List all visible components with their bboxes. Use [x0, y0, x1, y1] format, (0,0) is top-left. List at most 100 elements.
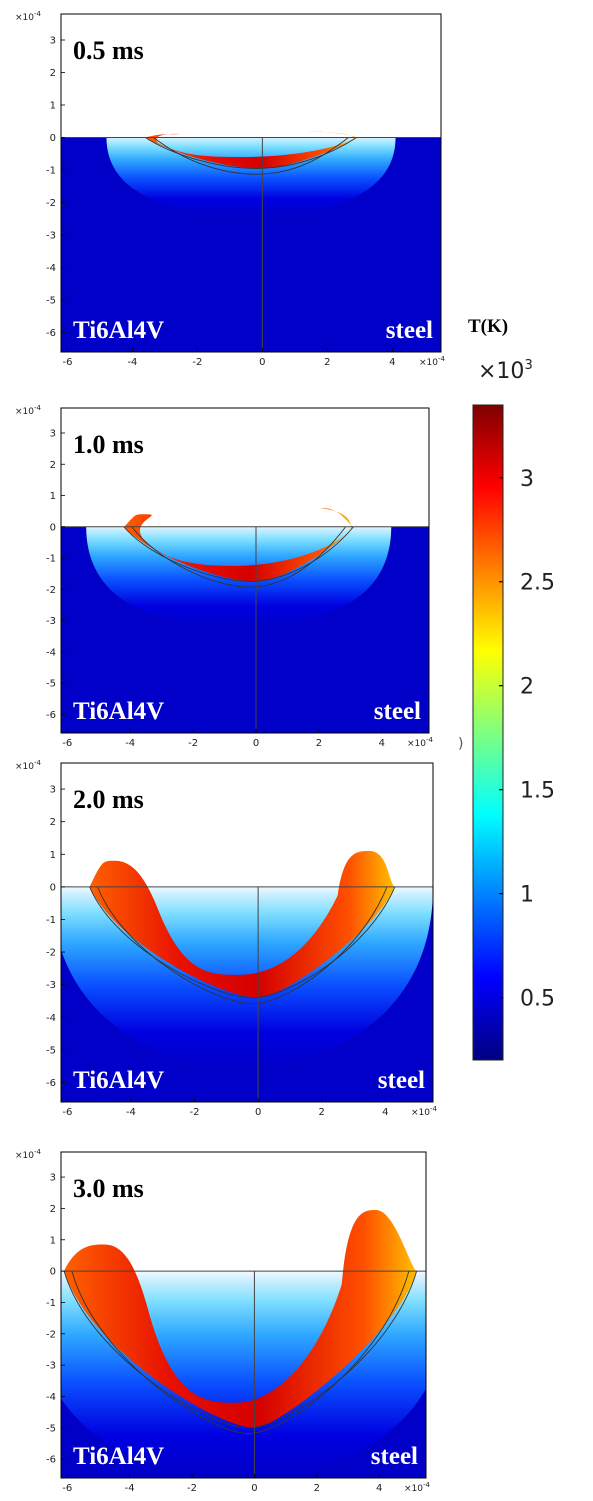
contour-line: [97, 886, 388, 1005]
y-tick-label: 0: [50, 882, 56, 893]
y-tick-label: -5: [46, 1423, 56, 1434]
time-label: 2.0 ms: [73, 785, 144, 814]
y-tick-label: -5: [46, 1045, 56, 1056]
colorbar-tick-label: 2: [520, 675, 534, 700]
x-tick-label: -6: [62, 738, 72, 749]
axes-frame: [60, 1151, 427, 1479]
colorbar-multiplier: ×103: [478, 358, 533, 384]
y-tick-label: 2: [50, 817, 56, 828]
y-tick-label: 3: [50, 429, 56, 440]
y-tick-label: -6: [46, 1078, 56, 1089]
y-exponent-label: ×10-4: [15, 1148, 42, 1161]
y-tick-label: 1: [50, 491, 56, 502]
x-tick-label: -6: [63, 357, 73, 368]
panel-2: 3 2 1 0 -1 -2 -3 -4 -5 -6 -6 -4 -2 0 2 4 ×10-4 ×10-4 1.0 m…: [15, 404, 434, 749]
y-tick-label: -3: [46, 616, 56, 627]
y-tick-label: -1: [46, 915, 56, 926]
plot-area: [61, 1209, 426, 1478]
contour-line: [123, 526, 354, 582]
panel-group: 3 2 1 0 -1 -2 -3 -4 -5 -6 -6 -4 -2 0 2 4 ×10-4 ×10-4 0.5 m…: [15, 10, 446, 1494]
y-tick-label: -1: [46, 166, 56, 177]
y-tick-label: -2: [46, 198, 56, 209]
colorbar-tick-label: 1.5: [520, 779, 555, 804]
axes-frame: [60, 13, 442, 353]
x-tick-label: 0: [255, 1107, 261, 1118]
x-tick-label: 2: [314, 1483, 320, 1494]
material-label-left: Ti6Al4V: [73, 1067, 164, 1094]
panel-3: 3 2 1 0 -1 -2 -3 -4 -5 -6 -6 -4 -2 0 2 4 ×10-4 ×10-4 2.0 m…: [15, 759, 438, 1118]
y-tick-label: 2: [50, 1204, 56, 1215]
x-tick-label: -4: [125, 738, 135, 749]
y-tick-label: 1: [50, 101, 56, 112]
y-exponent-power: -4: [34, 1148, 42, 1156]
panel-4: 3 2 1 0 -1 -2 -3 -4 -5 -6 -6 -4 -2 0 2 4 ×10-4 ×10-4 3.0 m…: [15, 1148, 431, 1494]
colorbar-tick-label: 2.5: [520, 571, 555, 596]
plot-area: [61, 508, 429, 733]
y-tick-label: 0: [50, 1267, 56, 1278]
x-tick-label: -2: [187, 1483, 197, 1494]
y-tick-label: -4: [46, 1392, 56, 1403]
material-label-right: steel: [371, 1443, 418, 1470]
y-tick-label: -3: [46, 980, 56, 991]
axes-frame: [60, 762, 434, 1103]
colorbar-gradient: [472, 404, 504, 1061]
contour-line: [63, 1270, 418, 1429]
contour-line: [71, 1270, 410, 1434]
x-tick-label: 4: [389, 357, 395, 368]
x-tick-label: -2: [188, 738, 198, 749]
y-tick-label: -6: [46, 328, 56, 339]
x-tick-label: 4: [382, 1107, 388, 1118]
x-tick-label: -2: [192, 357, 202, 368]
x-tick-label: 2: [316, 738, 322, 749]
y-tick-label: -4: [46, 263, 56, 274]
x-exponent-power: -4: [438, 355, 446, 363]
x-tick-label: -4: [127, 357, 137, 368]
x-tick-label: 0: [253, 738, 259, 749]
y-tick-label: -6: [46, 710, 56, 721]
y-exponent-label: ×10-4: [15, 759, 42, 772]
y-tick-label: -3: [46, 231, 56, 242]
contour-line: [153, 137, 349, 175]
melt-region: [145, 131, 357, 169]
y-tick-label: 2: [50, 68, 56, 79]
x-tick-label: 0: [251, 1483, 257, 1494]
x-tick-label: 2: [324, 357, 330, 368]
colorbar-title: T(K): [468, 316, 508, 337]
y-tick-label: -4: [46, 647, 56, 658]
x-exponent-label: ×10-4: [419, 355, 446, 368]
y-tick-label: 3: [50, 785, 56, 796]
colorbar-tick-label: 1: [520, 883, 534, 908]
time-label: 1.0 ms: [73, 430, 144, 459]
y-tick-label: -3: [46, 1361, 56, 1372]
panel-1: 3 2 1 0 -1 -2 -3 -4 -5 -6 -6 -4 -2 0 2 4 ×10-4 ×10-4 0.5 m…: [15, 10, 446, 368]
y-tick-label: 3: [50, 1173, 56, 1184]
material-label-right: steel: [374, 698, 421, 725]
material-label-left: Ti6Al4V: [73, 1443, 164, 1470]
x-tick-label: 2: [319, 1107, 325, 1118]
y-tick-label: 1: [50, 1235, 56, 1246]
y-tick-label: -6: [46, 1455, 56, 1466]
y-tick-label: -5: [46, 296, 56, 307]
x-tick-label: -2: [190, 1107, 200, 1118]
heat-affected-zone: [106, 137, 396, 216]
x-tick-label: 4: [379, 738, 385, 749]
y-exponent-power: -4: [34, 404, 42, 412]
y-tick-label: -4: [46, 1013, 56, 1024]
contour-line: [145, 137, 357, 169]
contour-line: [131, 526, 347, 588]
colorbar-tick-label: 3: [520, 467, 534, 492]
y-tick-label: -1: [46, 554, 56, 565]
x-exponent-power: -4: [430, 1105, 438, 1113]
plot-area: [61, 851, 433, 1102]
y-tick-label: 0: [50, 133, 56, 144]
material-label-left: Ti6Al4V: [73, 317, 164, 344]
stray-glyph: ): [458, 736, 463, 752]
x-tick-label: 4: [376, 1483, 382, 1494]
material-label-left: Ti6Al4V: [73, 698, 164, 725]
y-exponent-power: -4: [34, 10, 42, 18]
colorbar-tick-label: 0.5: [520, 987, 555, 1012]
y-tick-label: -1: [46, 1298, 56, 1309]
x-tick-label: -4: [125, 1483, 135, 1494]
x-exponent-label: ×10-4: [407, 736, 434, 749]
